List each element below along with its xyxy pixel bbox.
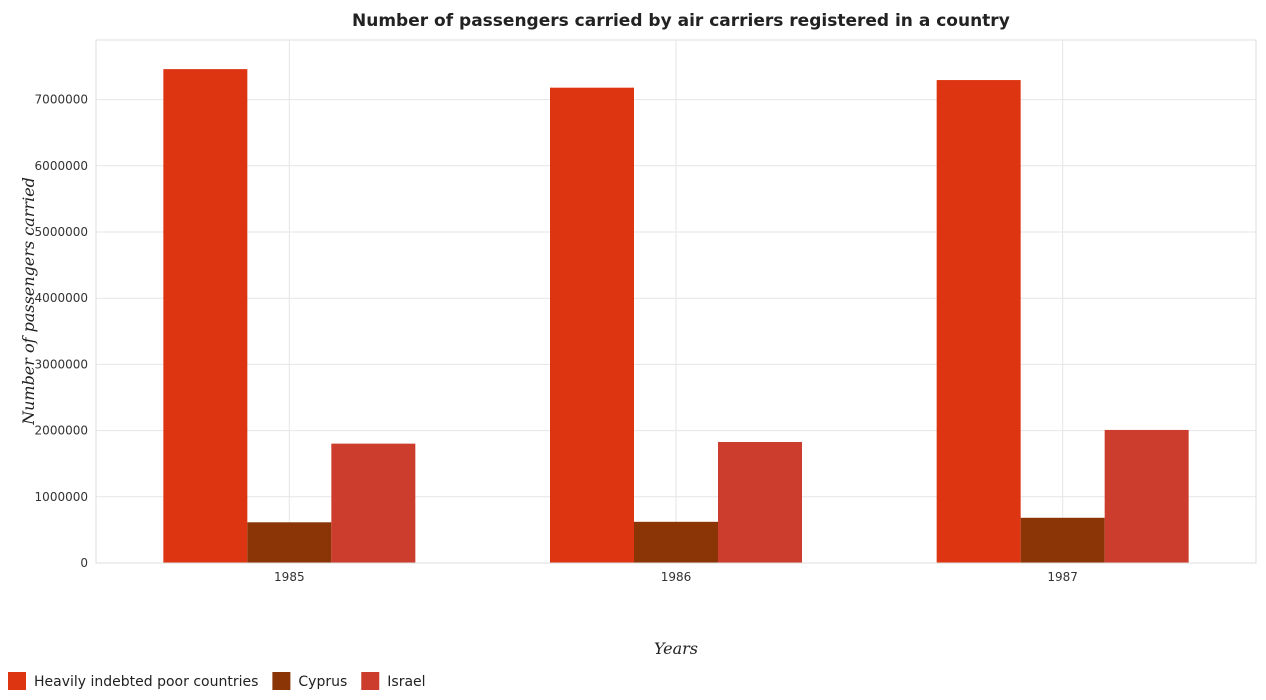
bar-israel-1985 — [331, 443, 416, 563]
bar-israel-1987 — [1104, 429, 1189, 563]
y-tick-label: 6000000 — [35, 159, 88, 173]
legend: Heavily indebted poor countries Cyprus Isr… — [8, 672, 426, 690]
y-tick-label: 1000000 — [35, 490, 88, 504]
bar-heavily-indebted-poor-countries-1986 — [550, 87, 634, 563]
y-tick-label: 2000000 — [35, 424, 88, 438]
x-axis-ticks: 1985 1986 1987 — [274, 570, 1078, 584]
y-axis-ticks: 0 1000000 2000000 3000000 4000000 5000000 6000… — [35, 93, 88, 570]
y-tick-label: 5000000 — [35, 225, 88, 239]
bars — [163, 69, 1189, 564]
bar-cyprus-1985 — [247, 522, 332, 563]
plot-frame — [95, 39, 1257, 564]
bar-heavily-indebted-poor-countries-1985 — [163, 69, 248, 563]
bar-cyprus-1986 — [634, 521, 718, 563]
legend-swatch — [361, 672, 380, 690]
x-tick-label: 1985 — [274, 570, 305, 584]
legend-swatch — [272, 672, 291, 690]
bar-cyprus-1987 — [1020, 517, 1105, 563]
x-tick-label: 1987 — [1047, 570, 1078, 584]
grid — [96, 40, 1256, 564]
y-tick-label: 7000000 — [35, 93, 88, 107]
legend-label: Cyprus — [298, 674, 347, 690]
legend-label: Israel — [387, 674, 425, 690]
y-tick-label: 4000000 — [35, 291, 88, 305]
x-axis-label: Years — [654, 639, 698, 658]
y-tick-label: 0 — [80, 556, 88, 570]
legend-swatch — [8, 672, 26, 690]
bar-israel-1986 — [718, 441, 802, 563]
chart-title: Number of passengers carried by air carr… — [352, 11, 1010, 31]
x-tick-label: 1986 — [661, 570, 692, 584]
legend-label: Heavily indebted poor countries — [34, 674, 258, 690]
y-tick-label: 3000000 — [35, 357, 88, 371]
bar-heavily-indebted-poor-countries-1987 — [936, 80, 1021, 564]
y-axis-label: Number of passengers carried — [19, 177, 38, 426]
